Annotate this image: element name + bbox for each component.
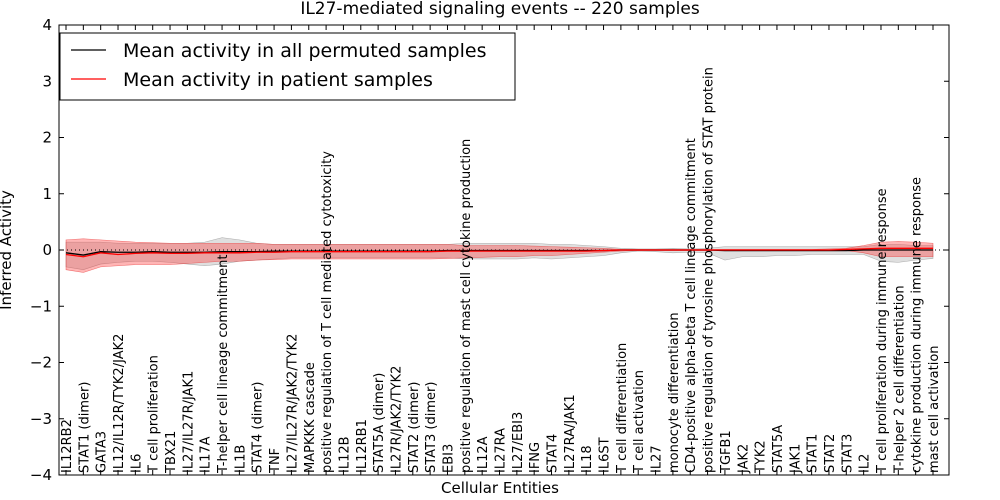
x-tick-label: EBI3 — [441, 444, 456, 473]
x-tick-label: IL6ST — [598, 437, 613, 473]
x-tick-label: CD4-positive alpha-beta T cell lineage c… — [684, 138, 699, 473]
x-tick-label: STAT2 — [823, 434, 838, 473]
x-tick-label: cytokine production during immune respon… — [910, 177, 925, 473]
x-tick-label: T-helper 2 cell differentiation — [892, 285, 907, 474]
x-tick-label: IL12RB2 — [60, 419, 75, 473]
y-tick-label: 3 — [42, 72, 52, 90]
x-tick-label: TNF — [268, 448, 283, 474]
x-tick-label: IL27RA — [494, 428, 509, 473]
series-line-1 — [65, 247, 933, 258]
x-tick-label: IL27RA/JAK1 — [563, 394, 578, 473]
x-tick-label: T cell differentiation — [615, 343, 630, 474]
x-tick-label: IL27/IL27R/JAK1 — [181, 371, 196, 473]
x-tick-label: IL18 — [580, 445, 595, 473]
x-tick-label: TYK2 — [754, 440, 769, 474]
legend-label-permuted: Mean activity in all permuted samples — [123, 40, 486, 62]
x-tick-label: positive regulation of T cell mediated c… — [320, 151, 335, 473]
x-tick-label: MAPKKK cascade — [303, 362, 318, 473]
x-tick-label: positive regulation of mast cell cytokin… — [459, 139, 474, 473]
y-tick-label: 1 — [42, 185, 52, 203]
x-tick-label: IL12A — [476, 436, 491, 473]
x-tick-label: T cell proliferation during immune respo… — [875, 188, 890, 474]
x-tick-label: TBX21 — [164, 431, 179, 474]
y-tick-label: −1 — [30, 297, 52, 315]
legend-label-patient: Mean activity in patient samples — [123, 69, 433, 91]
x-tick-label: IL12RB1 — [355, 419, 370, 473]
y-tick-label: −4 — [30, 466, 52, 484]
x-tick-label: JAK2 — [736, 444, 751, 474]
x-tick-label: IFNG — [528, 442, 543, 473]
x-tick-label: IL27/EBI3 — [511, 412, 526, 473]
y-tick-label: 0 — [42, 241, 52, 259]
x-tick-label: IL6 — [129, 454, 144, 473]
y-tick-label: −2 — [30, 354, 52, 372]
x-tick-label: TGFB1 — [719, 430, 734, 474]
y-tick-label: −3 — [30, 410, 52, 428]
x-tick-label: positive regulation of tyrosine phosphor… — [702, 67, 717, 473]
band-series-1 — [65, 238, 934, 273]
legend-box — [59, 32, 516, 101]
x-tick-label: T cell proliferation — [147, 355, 162, 474]
x-tick-label: IL12/IL12R/TYK2/JAK2 — [112, 334, 127, 473]
x-tick-label: T cell activation — [632, 370, 647, 474]
chart-title: IL27-mediated signaling events -- 220 sa… — [300, 0, 700, 19]
x-tick-label: JAK1 — [788, 444, 803, 474]
x-tick-label: STAT2 (dimer) — [407, 382, 422, 473]
x-tick-label: STAT3 — [840, 434, 855, 473]
x-tick-label: STAT4 — [546, 434, 561, 473]
y-tick-label: 2 — [42, 129, 52, 147]
x-tick-label: STAT3 (dimer) — [424, 382, 439, 473]
x-axis-label: Cellular Entities — [441, 479, 559, 497]
y-axis-label: Inferred Activity — [0, 190, 15, 310]
legend: Mean activity in all permuted samples Me… — [59, 32, 516, 101]
y-tick-label: 4 — [42, 16, 52, 34]
x-tick-label: IL17A — [199, 436, 214, 473]
x-tick-label: STAT5A — [771, 425, 786, 473]
x-tick-label: IL27 — [650, 445, 665, 473]
x-tick-label: IL27R/JAK2/TYK2 — [389, 366, 404, 473]
x-tick-label: STAT1 (dimer) — [77, 382, 92, 473]
x-tick-label: mast cell activation — [927, 345, 942, 473]
x-tick-label: IL12B — [337, 436, 352, 473]
x-tick-label: GATA3 — [95, 431, 110, 473]
x-tick-label: IL27/IL27R/JAK2/TYK2 — [285, 334, 300, 473]
x-tick-label: monocyte differentiation — [667, 312, 682, 473]
x-tick-label: IL2 — [858, 454, 873, 473]
x-tick-label: STAT5A (dimer) — [372, 373, 387, 473]
x-tick-label: T-helper cell lineage commitment — [216, 255, 231, 474]
x-tick-label: STAT4 (dimer) — [251, 382, 266, 473]
x-tick-label: STAT1 — [806, 434, 821, 473]
x-tick-label: IL1B — [233, 445, 248, 473]
